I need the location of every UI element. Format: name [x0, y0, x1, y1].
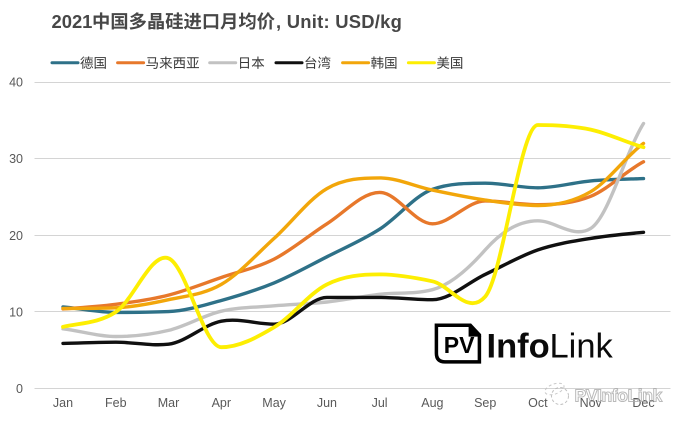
svg-text:Aug: Aug — [421, 396, 443, 410]
svg-text:, Unit: USD/kg: , Unit: USD/kg — [276, 11, 402, 32]
svg-text:Mar: Mar — [158, 396, 180, 410]
svg-text:30: 30 — [9, 152, 23, 166]
svg-text:Oct: Oct — [528, 396, 548, 410]
svg-text:May: May — [262, 396, 286, 410]
svg-text:Jan: Jan — [53, 396, 73, 410]
svg-text:Apr: Apr — [212, 396, 231, 410]
svg-text:0: 0 — [16, 382, 23, 396]
svg-text:Info: Info — [487, 327, 550, 365]
svg-text:Jun: Jun — [317, 396, 337, 410]
svg-text:Link: Link — [550, 327, 614, 365]
svg-text:Feb: Feb — [105, 396, 127, 410]
svg-text:Sep: Sep — [474, 396, 496, 410]
svg-text:PV: PV — [444, 332, 475, 358]
svg-text:Dec: Dec — [632, 396, 654, 410]
svg-text:20: 20 — [9, 229, 23, 243]
svg-text:PVInfoLink: PVInfoLink — [575, 386, 663, 406]
svg-text:Nov: Nov — [580, 396, 603, 410]
svg-text:Jul: Jul — [372, 396, 388, 410]
svg-text:2021: 2021 — [52, 11, 93, 32]
svg-text:40: 40 — [9, 76, 23, 90]
svg-text:10: 10 — [9, 306, 23, 320]
